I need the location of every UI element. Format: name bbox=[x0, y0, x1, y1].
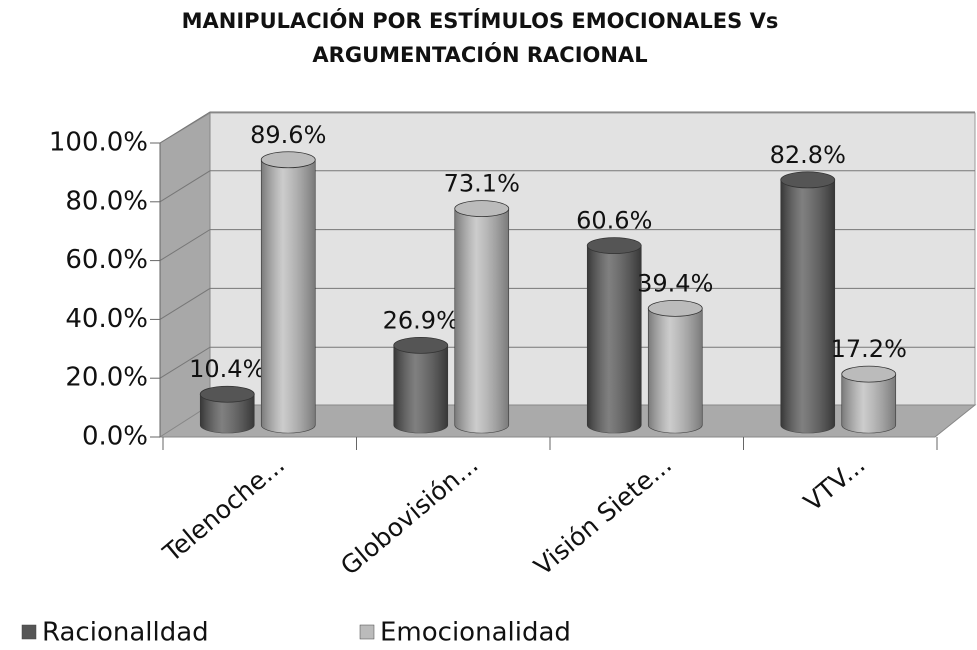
grid-line bbox=[159, 229, 975, 262]
legend-label: Emocionalidad bbox=[380, 618, 571, 648]
bar-shade bbox=[261, 159, 316, 433]
bar-shade bbox=[780, 179, 835, 433]
bar-top bbox=[393, 336, 449, 354]
legend-label: Racionalldad bbox=[42, 618, 209, 648]
cylinder bbox=[780, 171, 836, 434]
y-tick-label: 20.0% bbox=[65, 363, 148, 393]
data-label: 60.6% bbox=[576, 207, 652, 235]
data-label: 26.9% bbox=[383, 306, 459, 334]
x-tick-label: Globovisión... bbox=[335, 450, 483, 581]
data-label: 89.6% bbox=[250, 121, 326, 149]
bar-top bbox=[454, 200, 510, 218]
y-tick-label: 80.0% bbox=[65, 186, 148, 216]
cylinder bbox=[647, 299, 703, 434]
cylinder bbox=[199, 385, 255, 434]
chart-title: MANIPULACIÓN POR ESTÍMULOS EMOCIONALES V… bbox=[182, 8, 779, 33]
cylinder bbox=[393, 336, 449, 434]
bar-top bbox=[647, 299, 703, 317]
bar-top bbox=[260, 151, 316, 169]
bar-shade bbox=[841, 374, 896, 433]
bar-shade bbox=[393, 345, 448, 433]
y-tick-label: 0.0% bbox=[82, 422, 148, 452]
bar-shade bbox=[587, 245, 642, 433]
bar-top bbox=[780, 171, 836, 189]
bar-shade bbox=[200, 394, 255, 433]
legend-swatch bbox=[21, 624, 37, 640]
bar-top bbox=[199, 385, 255, 403]
grid-line bbox=[159, 111, 975, 144]
floor bbox=[158, 404, 977, 438]
grid-line bbox=[159, 170, 975, 203]
y-tick-label: 100.0% bbox=[49, 128, 148, 158]
side-wall bbox=[159, 112, 211, 438]
legend-swatch bbox=[359, 624, 375, 640]
bar-top bbox=[586, 237, 642, 255]
data-label: 17.2% bbox=[831, 335, 907, 363]
grid-line bbox=[159, 346, 975, 379]
x-tick-label: VTV... bbox=[798, 450, 870, 517]
chart-title: ARGUMENTACIÓN RACIONAL bbox=[312, 42, 647, 67]
data-label: 39.4% bbox=[637, 269, 713, 297]
cylinder bbox=[841, 365, 897, 434]
y-tick-label: 40.0% bbox=[65, 304, 148, 334]
y-tick-label: 60.0% bbox=[65, 245, 148, 275]
data-label: 10.4% bbox=[189, 355, 265, 383]
cylinder bbox=[586, 237, 642, 434]
data-label: 82.8% bbox=[770, 141, 846, 169]
cylinder bbox=[454, 200, 510, 434]
x-tick-label: Telenoche... bbox=[157, 450, 290, 568]
bar-shade bbox=[648, 308, 703, 433]
bar-top bbox=[841, 365, 897, 383]
grid-line bbox=[159, 287, 975, 320]
cylinder bbox=[260, 151, 316, 434]
bar-shade bbox=[454, 208, 509, 433]
data-label: 73.1% bbox=[444, 170, 520, 198]
x-tick-label: Visión Siete... bbox=[528, 450, 677, 581]
